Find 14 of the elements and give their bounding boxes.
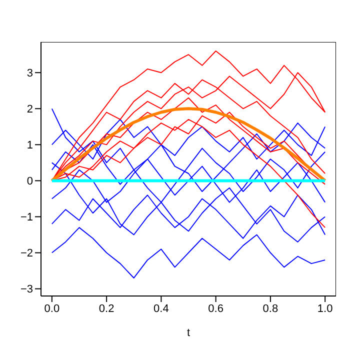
y-tick-label: 3 xyxy=(26,68,33,80)
y-tick-label: −1 xyxy=(20,212,33,224)
x-tick-label: 1.0 xyxy=(317,302,333,315)
x-axis-title: t xyxy=(186,327,190,339)
x-tick-label: 0.0 xyxy=(44,302,60,315)
x-tick-label: 0.6 xyxy=(208,302,224,315)
y-tick-label: −2 xyxy=(20,248,33,260)
x-tick-label: 0.2 xyxy=(98,302,114,315)
y-tick-label: 2 xyxy=(26,104,33,116)
y-tick-label: 1 xyxy=(26,140,33,152)
x-tick-label: 0.4 xyxy=(154,302,169,315)
y-tick-label: 0 xyxy=(26,176,33,188)
y-tick-label: −3 xyxy=(20,284,33,296)
x-tick-label: 0.8 xyxy=(262,302,278,315)
